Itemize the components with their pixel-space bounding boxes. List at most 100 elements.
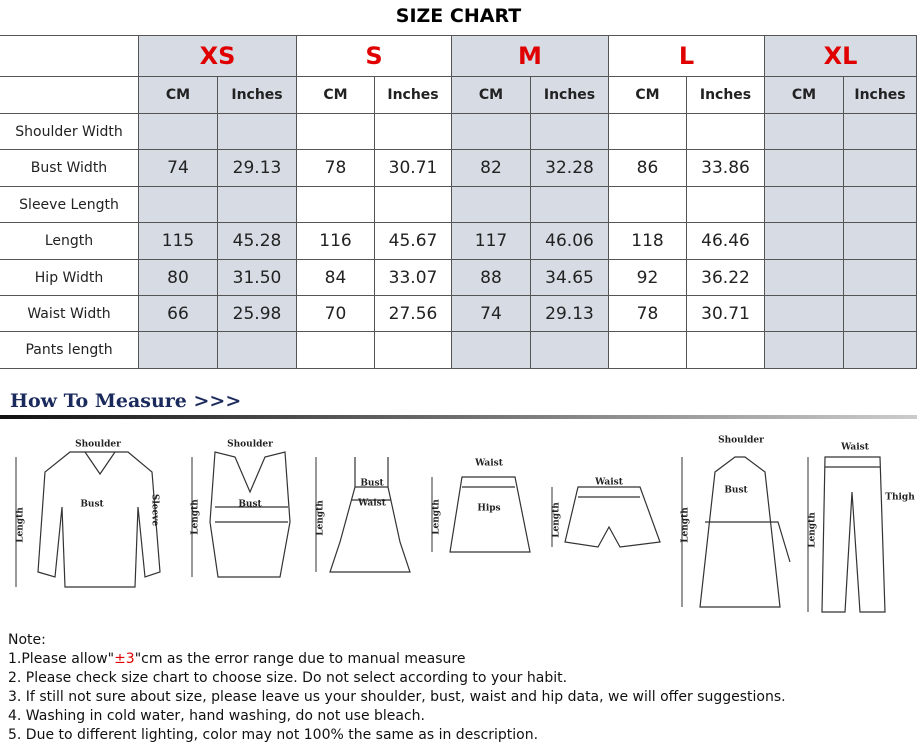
row-label: Shoulder Width (0, 114, 139, 150)
value-cell: 118 (609, 223, 687, 260)
note-highlight: ±3 (114, 651, 135, 667)
row-label: Hip Width (0, 260, 139, 296)
empty-cell (375, 114, 452, 150)
row-label: Length (0, 223, 139, 260)
unit-header: Inches (844, 77, 917, 114)
value-cell: 34.65 (531, 260, 609, 296)
figure-label: Hips (477, 504, 500, 514)
unit-header: Inches (687, 77, 765, 114)
figure-label: Shoulder (718, 436, 764, 446)
empty-cell (218, 332, 297, 369)
empty-cell (844, 187, 917, 223)
empty-cell (297, 187, 375, 223)
empty-cell (844, 260, 917, 296)
figure-label: Bust (238, 500, 262, 510)
row-label: Bust Width (0, 150, 139, 187)
value-cell: 29.13 (531, 296, 609, 332)
empty-cell (765, 296, 844, 332)
empty-cell (844, 114, 917, 150)
value-cell: 25.98 (218, 296, 297, 332)
value-cell: 74 (452, 296, 531, 332)
notes: Note: 1.Please allow"±3"cm as the error … (8, 631, 786, 745)
empty-cell (531, 332, 609, 369)
size-header: S (297, 36, 452, 77)
value-cell: 46.46 (687, 223, 765, 260)
value-cell: 74 (139, 150, 218, 187)
empty-cell (452, 187, 531, 223)
figure-label: Waist (594, 478, 624, 488)
value-cell: 30.71 (687, 296, 765, 332)
empty-cell (765, 223, 844, 260)
value-cell: 27.56 (375, 296, 452, 332)
row-label: Sleeve Length (0, 187, 139, 223)
value-cell: 33.07 (375, 260, 452, 296)
value-cell: 84 (297, 260, 375, 296)
unit-header: CM (139, 77, 218, 114)
empty-cell (765, 150, 844, 187)
figure-label: Shoulder (227, 440, 273, 450)
value-cell: 45.28 (218, 223, 297, 260)
note-heading: Note: (8, 632, 46, 648)
blank-cell (0, 36, 139, 77)
value-cell: 30.71 (375, 150, 452, 187)
empty-cell (297, 332, 375, 369)
empty-cell (297, 114, 375, 150)
empty-cell (844, 332, 917, 369)
value-cell: 117 (452, 223, 531, 260)
value-cell: 116 (297, 223, 375, 260)
note-line: 5. Due to different lighting, color may … (8, 727, 539, 743)
value-cell: 78 (297, 150, 375, 187)
figure-label: Length (316, 500, 326, 536)
figure-label: Length (681, 507, 691, 543)
value-cell: 88 (452, 260, 531, 296)
value-cell: 78 (609, 296, 687, 332)
unit-header: CM (609, 77, 687, 114)
value-cell: 33.86 (687, 150, 765, 187)
empty-cell (531, 114, 609, 150)
note-line: 4. Washing in cold water, hand washing, … (8, 708, 425, 724)
value-cell: 86 (609, 150, 687, 187)
empty-cell (687, 114, 765, 150)
measure-heading: How To Measure >>> (10, 390, 242, 412)
note-text: "cm as the error range due to manual mea… (134, 651, 466, 667)
value-cell: 80 (139, 260, 218, 296)
figure-label: Length (808, 512, 818, 548)
value-cell: 31.50 (218, 260, 297, 296)
figure-label: Length (552, 502, 562, 538)
figure-label: Bust (360, 479, 384, 489)
value-cell: 66 (139, 296, 218, 332)
empty-cell (765, 332, 844, 369)
value-cell: 115 (139, 223, 218, 260)
size-header: M (452, 36, 609, 77)
figure-labels: Shoulder Bust Length Sleeve Shoulder Bust Leng… (16, 436, 916, 548)
value-cell: 92 (609, 260, 687, 296)
empty-cell (687, 187, 765, 223)
empty-cell (375, 332, 452, 369)
note-line: 3. If still not sure about size, please … (8, 689, 786, 705)
row-label: Waist Width (0, 296, 139, 332)
unit-header: CM (297, 77, 375, 114)
measure-lines (15, 457, 809, 612)
garment-drawings (37, 451, 886, 613)
empty-cell (765, 114, 844, 150)
value-cell: 36.22 (687, 260, 765, 296)
note-line: 1.Please allow"±3"cm as the error range … (8, 650, 786, 669)
figure-label: Length (432, 499, 442, 535)
empty-cell (609, 114, 687, 150)
value-cell: 32.28 (531, 150, 609, 187)
size-header: XS (139, 36, 297, 77)
empty-cell (452, 114, 531, 150)
empty-cell (765, 260, 844, 296)
row-label: Pants length (0, 332, 139, 369)
size-table: XS CM Inches S CM Inches M CM Inches L CM Inches XL C… (0, 35, 917, 369)
empty-cell (609, 187, 687, 223)
heading-rule (0, 415, 917, 419)
empty-cell (139, 187, 218, 223)
empty-cell (218, 114, 297, 150)
note-line: 2. Please check size chart to choose siz… (8, 670, 568, 686)
figure-label: Waist (357, 499, 387, 509)
empty-cell (139, 332, 218, 369)
title: SIZE CHART (395, 5, 522, 27)
value-cell: 46.06 (531, 223, 609, 260)
